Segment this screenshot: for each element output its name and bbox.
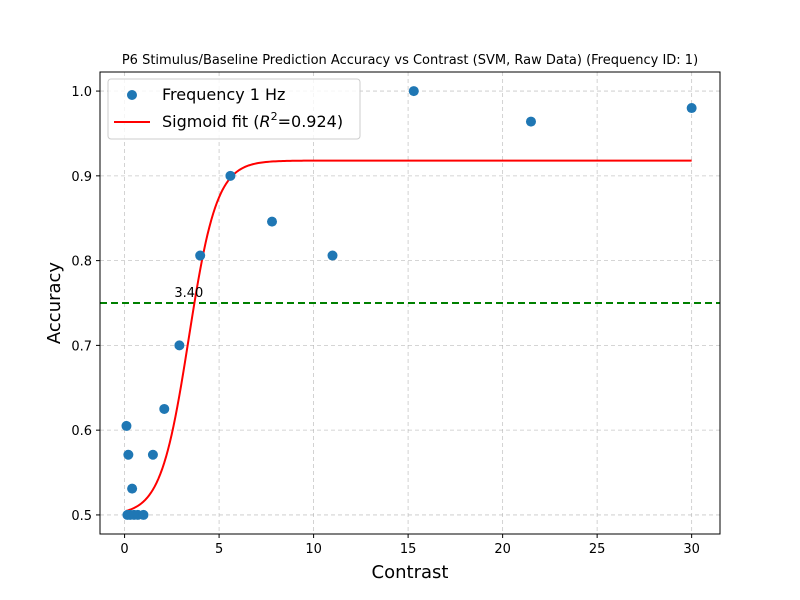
y-axis-title: Accuracy bbox=[44, 262, 65, 345]
threshold-annotation: 3.40 bbox=[174, 286, 203, 301]
data-point bbox=[121, 420, 132, 431]
data-point bbox=[147, 449, 158, 460]
x-axis-title: Contrast bbox=[372, 562, 449, 583]
legend: Frequency 1 Hz Sigmoid fit (R2=0.924) bbox=[107, 78, 361, 140]
x-tick-label: 10 bbox=[305, 542, 322, 557]
data-point bbox=[159, 403, 170, 414]
data-point bbox=[327, 250, 338, 261]
legend-box bbox=[107, 78, 361, 140]
data-point bbox=[267, 216, 278, 227]
legend-label-scatter: Frequency 1 Hz bbox=[162, 85, 285, 104]
data-point bbox=[123, 449, 134, 460]
sigmoid-fit-layer bbox=[126, 159, 692, 512]
y-tick-label: 0.6 bbox=[71, 424, 92, 439]
x-tick-label: 15 bbox=[400, 542, 417, 557]
data-point bbox=[525, 116, 536, 127]
data-point bbox=[138, 509, 149, 520]
y-tick-label: 0.9 bbox=[71, 170, 92, 185]
data-point bbox=[174, 340, 185, 351]
y-tick-label: 0.8 bbox=[71, 255, 92, 270]
data-point bbox=[225, 170, 236, 181]
y-tick-label: 1.0 bbox=[71, 85, 92, 100]
plot-frame bbox=[99, 71, 721, 535]
data-point bbox=[408, 86, 419, 97]
y-tick-label: 0.5 bbox=[71, 509, 92, 524]
data-point bbox=[127, 483, 138, 494]
sigmoid-fit-line bbox=[126, 159, 692, 512]
x-tick-label: 5 bbox=[215, 542, 223, 557]
x-tick-label: 0 bbox=[120, 542, 128, 557]
x-tick-label: 20 bbox=[494, 542, 511, 557]
scatter-points bbox=[121, 86, 697, 520]
chart-title: P6 Stimulus/Baseline Prediction Accuracy… bbox=[122, 53, 698, 68]
data-point bbox=[195, 250, 206, 261]
legend-marker-scatter bbox=[127, 90, 137, 100]
y-tick-label: 0.7 bbox=[71, 339, 92, 354]
legend-label-fit: Sigmoid fit (R2=0.924) bbox=[162, 110, 343, 131]
x-tick-label: 30 bbox=[683, 542, 700, 557]
x-tick-label: 25 bbox=[589, 542, 606, 557]
data-point bbox=[686, 103, 697, 114]
axis-ticks: 0 5 10 15 20 25 30 0.5 0.6 0.7 0.8 0.9 1.0 bbox=[71, 85, 700, 557]
